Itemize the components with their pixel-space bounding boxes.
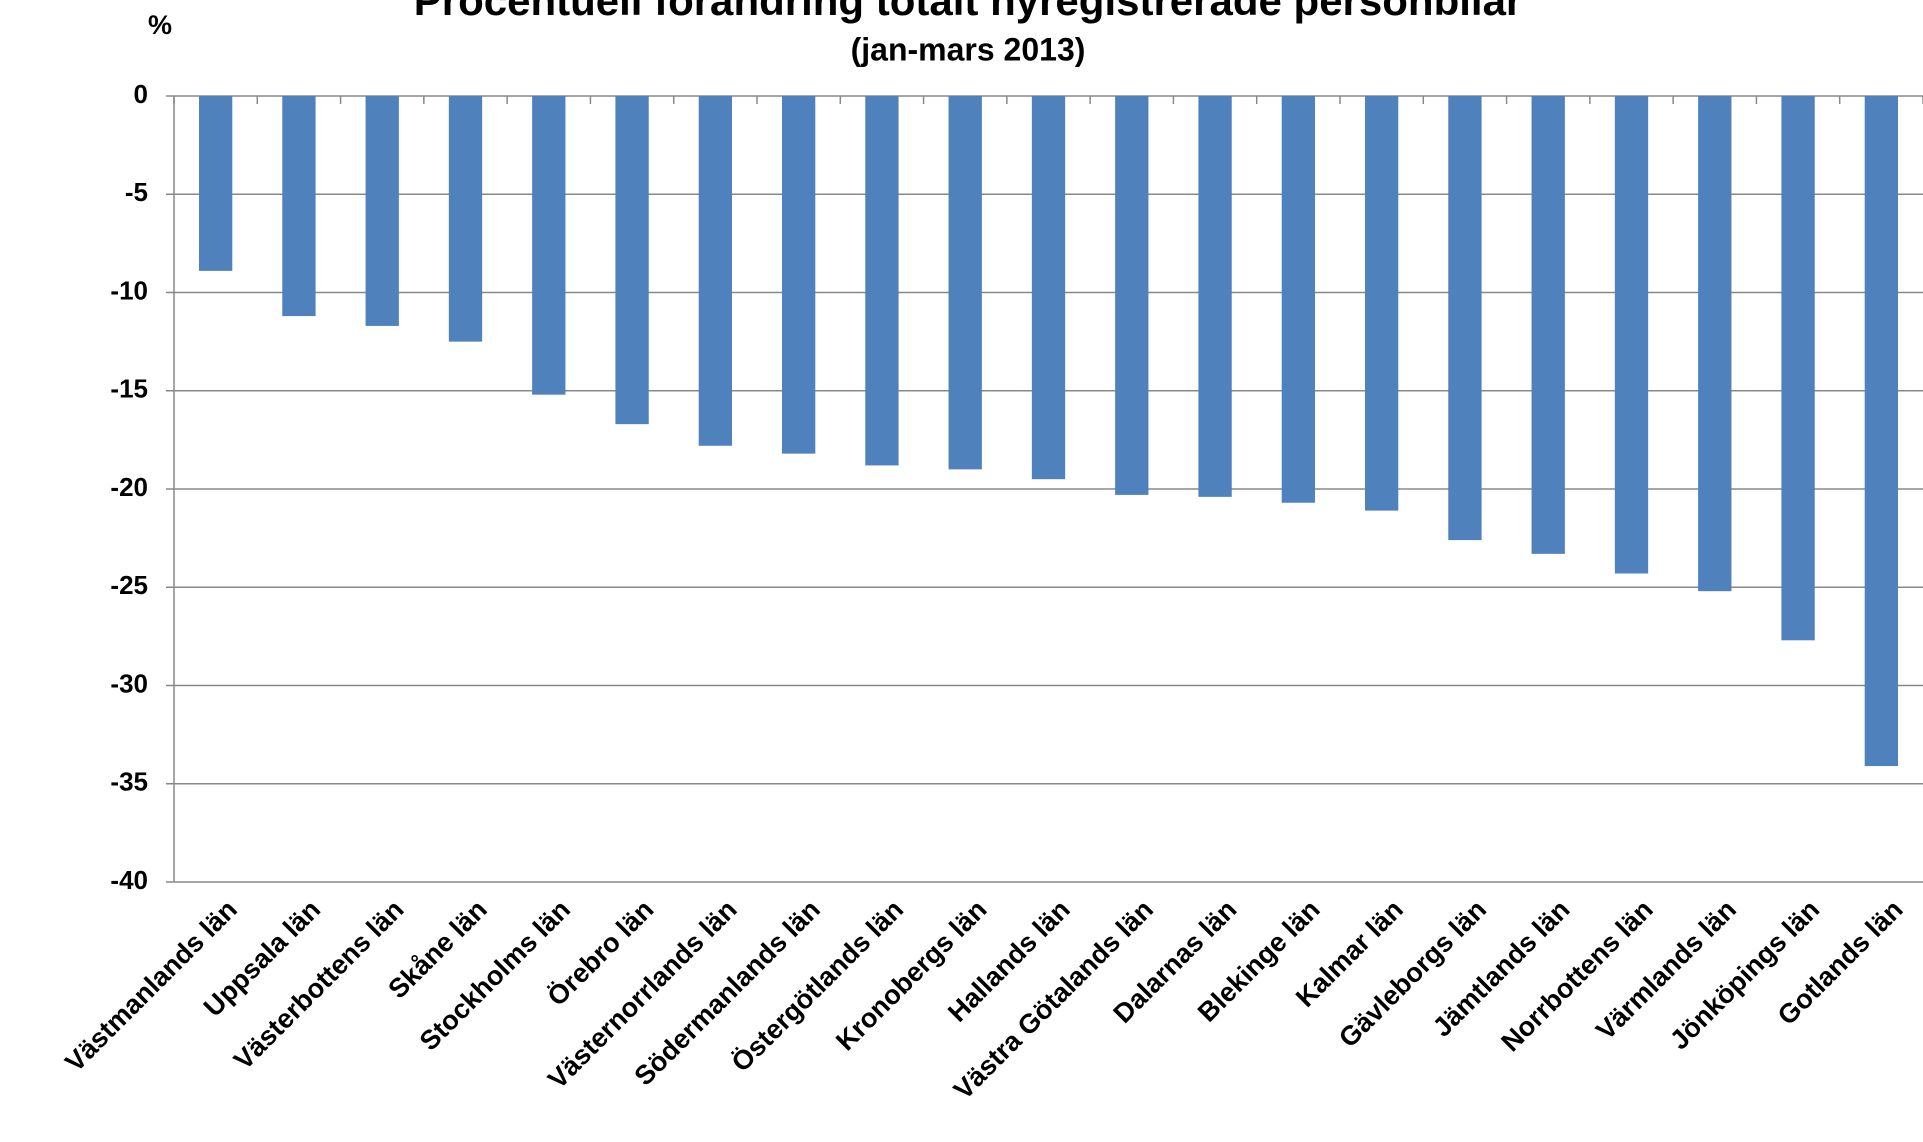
y-tick-label: -20 — [110, 472, 148, 502]
bar — [948, 96, 982, 470]
y-axis-label: % — [148, 10, 172, 40]
y-tick-label: 0 — [134, 79, 148, 109]
bar — [1781, 96, 1815, 641]
bar — [1364, 96, 1399, 511]
bar — [1531, 96, 1565, 554]
bar — [865, 96, 899, 466]
bar — [698, 96, 733, 446]
bar — [1115, 96, 1149, 495]
y-tick-label: -40 — [110, 865, 148, 895]
bar — [1448, 96, 1482, 541]
bar — [365, 96, 399, 326]
bar — [1698, 96, 1732, 592]
bar — [1614, 96, 1649, 574]
x-tick-label: Stockholms län — [414, 894, 576, 1056]
bar — [1031, 96, 1066, 480]
bar — [282, 96, 316, 317]
y-tick-label: -30 — [110, 668, 148, 698]
y-tick-label: -35 — [110, 767, 148, 797]
x-tick-label: Värmlands län — [1590, 894, 1742, 1046]
bar — [198, 96, 233, 271]
x-tick-label: Jönköpings län — [1664, 894, 1825, 1055]
bar — [532, 96, 566, 395]
chart-subtitle: (jan-mars 2013) — [851, 31, 1086, 67]
y-tick-label: -25 — [110, 570, 148, 600]
chart-title: Procentuell förändring totalt nyregistre… — [414, 0, 1523, 24]
bar — [615, 96, 649, 425]
x-tick-label: Gävleborgs län — [1333, 894, 1492, 1053]
x-tick-label: Kronobergs län — [830, 894, 992, 1056]
y-tick-label: -5 — [125, 177, 148, 207]
x-tick-label: Norrbottens län — [1495, 894, 1658, 1057]
bar — [1281, 96, 1316, 503]
bar — [781, 96, 816, 454]
bar — [1864, 96, 1899, 767]
bar — [448, 96, 483, 342]
y-tick-label: -10 — [110, 275, 148, 305]
bar — [1198, 96, 1232, 497]
y-tick-label: -15 — [110, 374, 148, 404]
